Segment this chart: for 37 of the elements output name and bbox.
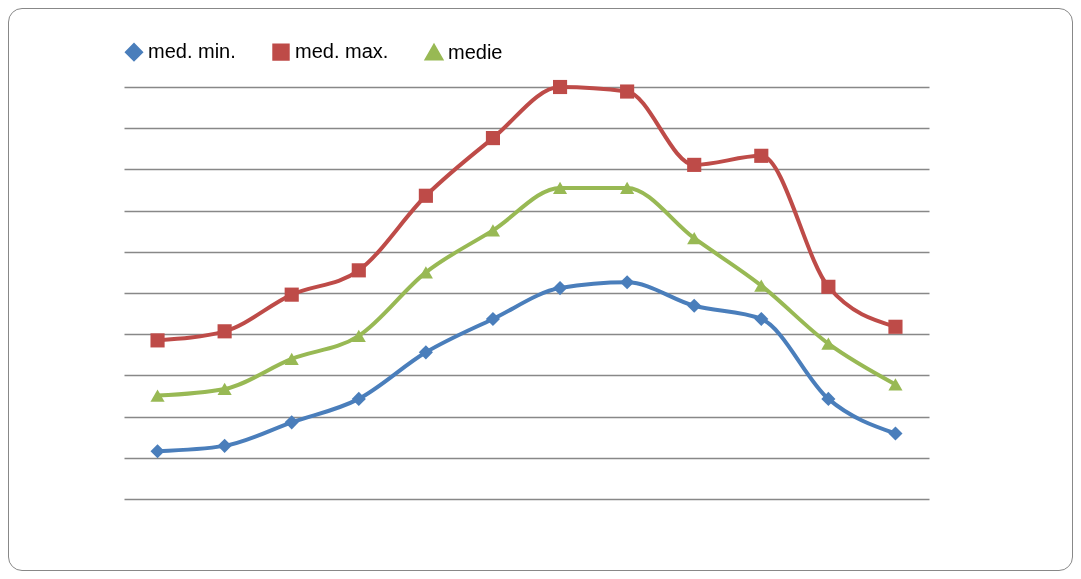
point: [284, 287, 299, 302]
point: [150, 389, 165, 402]
point: [687, 232, 702, 245]
point: [485, 311, 501, 327]
point: [485, 224, 501, 237]
point: [687, 298, 702, 313]
point: [150, 444, 165, 459]
point: [217, 382, 232, 396]
point: [821, 391, 836, 406]
point: [888, 378, 903, 391]
point: [284, 352, 299, 366]
point: [351, 391, 366, 406]
point: [754, 311, 769, 327]
point: [418, 188, 433, 203]
point: [552, 280, 568, 296]
point: [217, 438, 232, 453]
point: [754, 148, 769, 163]
point: [485, 131, 501, 146]
legend-label: medie: [448, 40, 503, 63]
point: [620, 84, 635, 99]
point: [351, 329, 366, 342]
point: [217, 324, 232, 339]
point: [418, 345, 433, 360]
point: [821, 337, 836, 350]
point: [150, 333, 165, 348]
legend-label: med. max.: [295, 40, 389, 63]
point: [351, 263, 366, 278]
point: [888, 319, 903, 334]
point: [552, 79, 568, 95]
point: [687, 157, 702, 172]
legend-label: med. min.: [148, 40, 236, 63]
point: [821, 279, 836, 294]
point: [888, 426, 903, 441]
point: [552, 181, 568, 195]
point: [284, 415, 299, 430]
point: [620, 181, 635, 195]
point: [620, 275, 635, 290]
